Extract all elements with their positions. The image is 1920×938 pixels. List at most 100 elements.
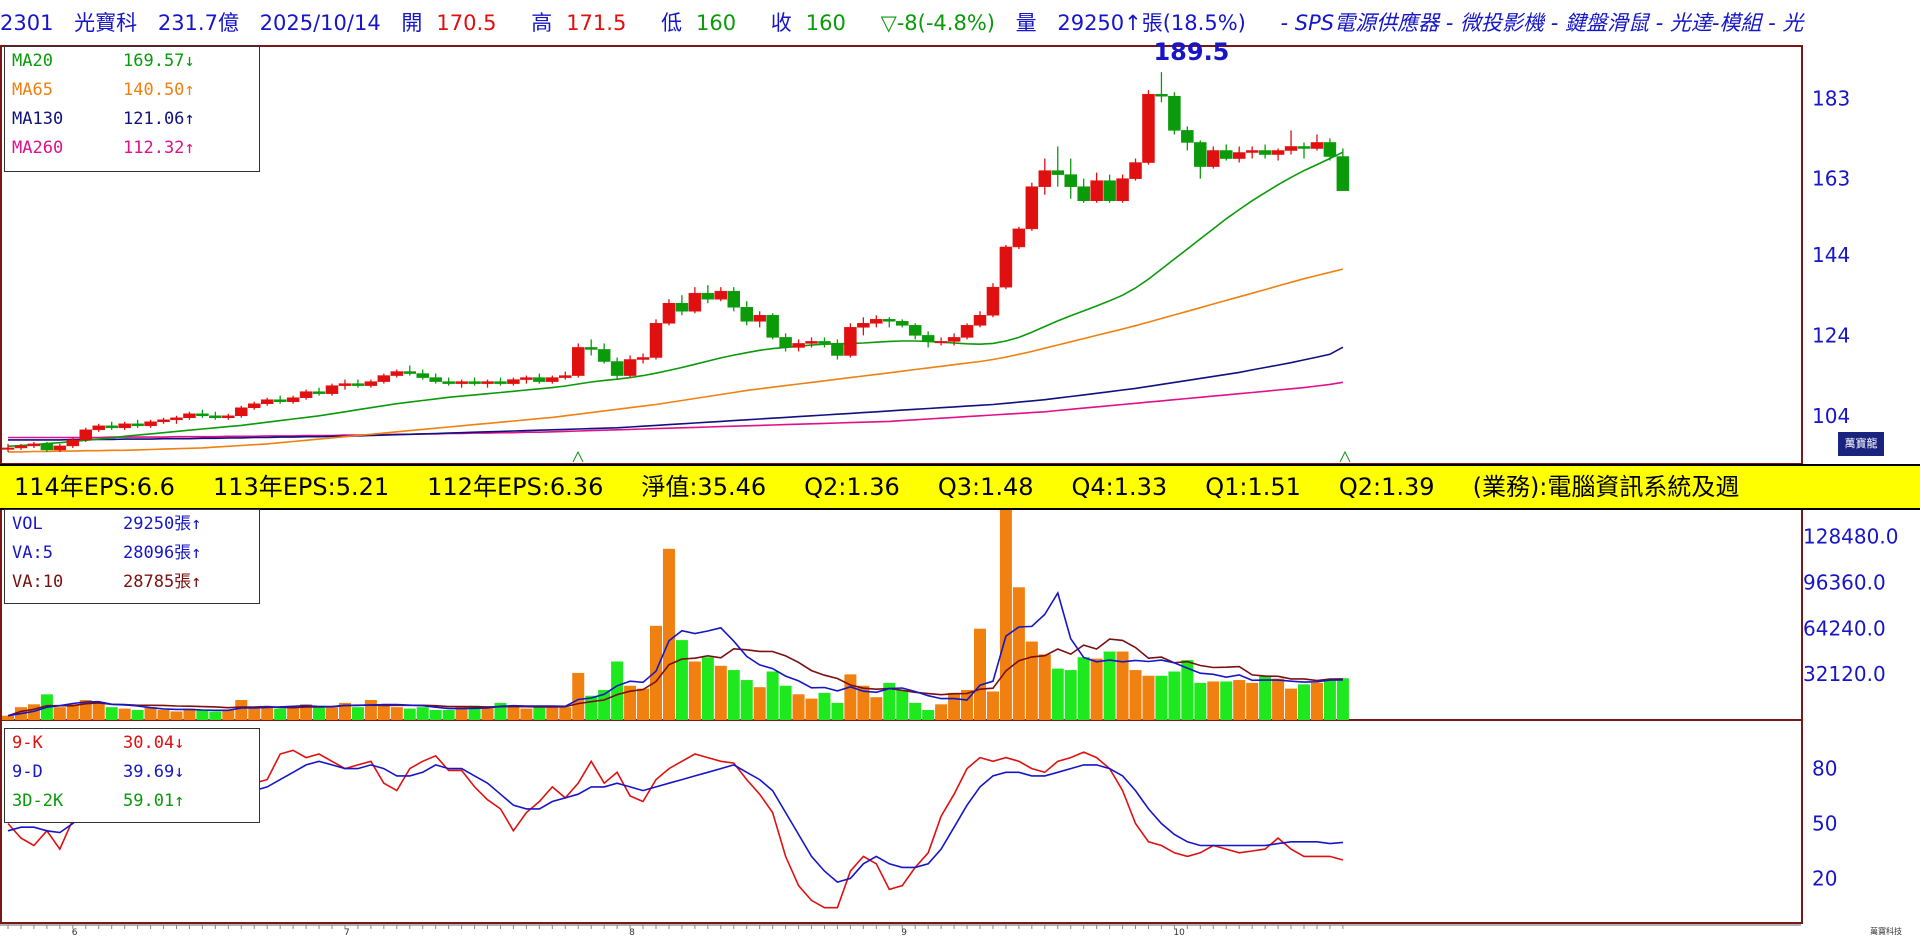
legend-value: 28785張↑ (123, 572, 202, 592)
candle-body (844, 327, 857, 356)
volume-bar (144, 707, 157, 720)
candle-body (1245, 150, 1259, 153)
candle-body (468, 381, 481, 384)
volume-bar (287, 707, 300, 720)
kd-legend-row: 9-K 30.04↓ (5, 729, 259, 758)
volume-bar (1103, 651, 1116, 720)
volume-bar (1207, 681, 1220, 720)
volume-label: 量 (1015, 11, 1037, 35)
candle-body (1336, 156, 1350, 191)
candle-body (235, 407, 248, 417)
volume-bar (714, 665, 727, 720)
candle-body (662, 302, 676, 324)
volume-bar (105, 707, 118, 720)
volume-bar (766, 671, 779, 720)
candle-body (999, 246, 1013, 288)
volume-bar (1323, 680, 1336, 720)
candle-body (170, 417, 183, 421)
vol-legend-row: VOL 29250張↑ (5, 510, 259, 539)
candle-body (1168, 95, 1181, 131)
kd-legend-row: 3D-2K 59.01↑ (5, 787, 259, 816)
panel-frame (0, 719, 1803, 924)
price-tick-label: 144 (1812, 243, 1850, 267)
legend-name: 9-K (12, 733, 43, 753)
volume-bar (235, 700, 248, 720)
volume-bar (909, 702, 922, 720)
eps-item: Q4:1.33 (1071, 473, 1168, 501)
price-tick-label: 163 (1812, 167, 1850, 191)
legend-name: VA:5 (12, 543, 53, 563)
candle-body (831, 343, 844, 356)
volume-bar (779, 685, 792, 720)
va10-line (7, 638, 1343, 717)
candle-body (1116, 178, 1129, 201)
volume-bar (403, 708, 416, 720)
legend-value: 28096張↑ (123, 543, 202, 563)
eps-item: 113年EPS:5.21 (212, 473, 390, 501)
volume-bar (313, 705, 326, 720)
volume-bar (1298, 684, 1310, 720)
volume-bar (79, 700, 92, 720)
volume-bar (338, 702, 351, 720)
candle-body (1, 447, 15, 450)
high-value: 171.5 (566, 11, 627, 35)
volume-bar (429, 710, 442, 720)
candle-body (131, 423, 144, 427)
candle-body (40, 443, 54, 451)
volume-bar (1181, 660, 1194, 720)
volume-bar (209, 711, 222, 720)
volume-bar (650, 625, 662, 720)
volume-bar (1246, 682, 1259, 720)
ma-legend-row: MA65 140.50↑ (5, 76, 259, 105)
candle-body (1025, 186, 1039, 230)
price-tick-label: 183 (1812, 86, 1850, 110)
volume-bar (66, 704, 79, 720)
volume-bar (442, 710, 455, 720)
volume-bar (1077, 657, 1090, 720)
candle-body (79, 429, 93, 441)
high-label: 高 (531, 11, 553, 35)
candle-body (144, 421, 157, 427)
candle-body (584, 347, 598, 350)
candle-body (1310, 142, 1324, 149)
legend-name: 9-D (12, 762, 43, 782)
candle-body (1064, 174, 1077, 187)
candle-body (1207, 150, 1220, 167)
x-tick-label: 6 (72, 928, 78, 938)
legend-name: 3D-2K (12, 791, 64, 811)
legend-name: MA65 (12, 80, 53, 100)
candle-body (364, 381, 378, 386)
volume-value: 29250↑張(18.5%) (1057, 11, 1246, 35)
ma-legend: MA20 169.57↓ MA65 140.50↑ MA130 121.06↑ MA2… (4, 46, 260, 172)
candle-body (416, 373, 429, 378)
volume-bar (546, 705, 559, 720)
legend-value: 29250張↑ (123, 514, 202, 534)
candle-body (105, 425, 118, 429)
candle-body (1323, 142, 1337, 157)
candle-body (455, 381, 468, 384)
legend-value: 39.69↓ (123, 762, 185, 782)
x-tick-label: 9 (901, 928, 907, 938)
eps-item: 淨值:35.46 (641, 473, 767, 501)
candle-body (325, 385, 339, 394)
vol-legend-row: VA:10 28785張↑ (5, 568, 259, 597)
volume-bar (118, 708, 131, 720)
price-tick-label: 104 (1812, 404, 1850, 428)
volume-bar (222, 710, 235, 720)
open-label: 開 (401, 11, 423, 35)
candle-body (1155, 93, 1168, 97)
candle-body (273, 399, 287, 402)
legend-value: 30.04↓ (123, 733, 185, 753)
candle-body (520, 377, 533, 380)
volume-bar (559, 707, 572, 720)
candle-body (610, 361, 624, 376)
credit-text: 萬寶科技 (1870, 927, 1902, 936)
legend-value: 59.01↑ (123, 791, 185, 811)
volume-bar (300, 704, 313, 720)
volume-bar (792, 694, 805, 720)
extreme-price-label: 189.5 (1153, 38, 1229, 66)
volume-bar (1168, 671, 1181, 720)
candle-body (299, 391, 313, 398)
candle-body (701, 292, 715, 300)
